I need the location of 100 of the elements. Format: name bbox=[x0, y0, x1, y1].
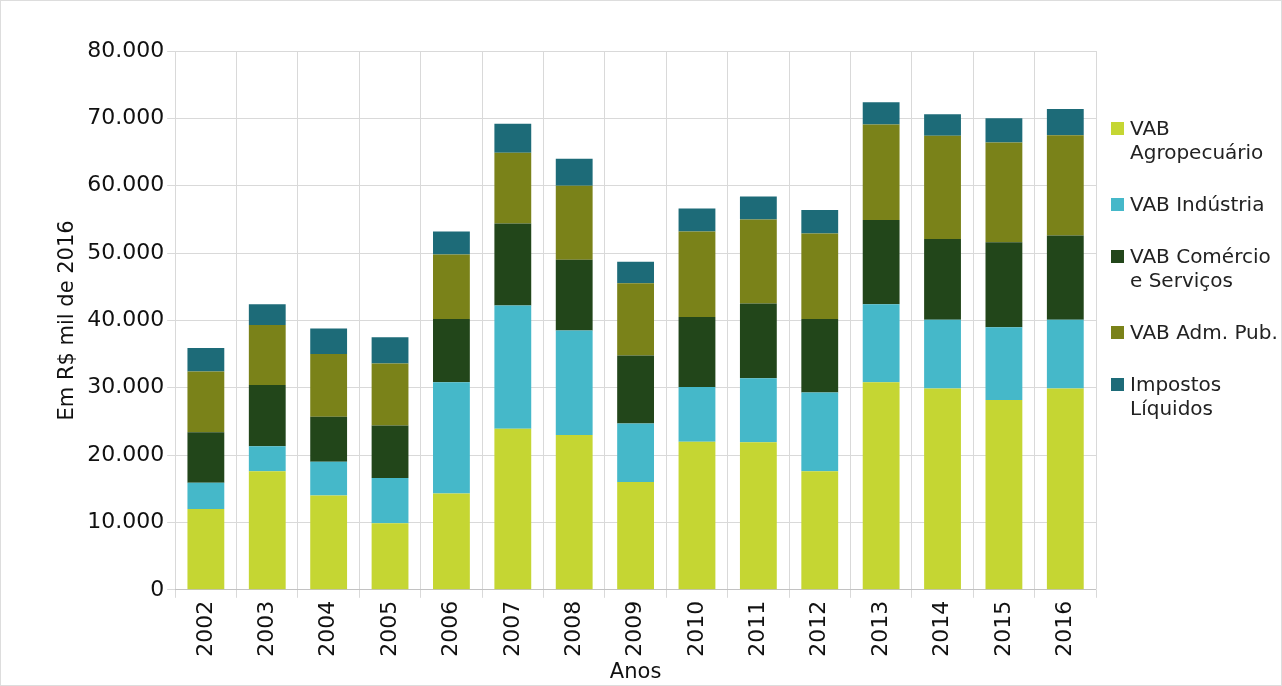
bar bbox=[494, 428, 532, 590]
bar bbox=[924, 238, 961, 320]
bar bbox=[617, 283, 655, 356]
bar bbox=[739, 442, 777, 590]
y-tick-label: 80.000 bbox=[87, 36, 165, 62]
bar bbox=[310, 461, 348, 496]
bar bbox=[187, 508, 225, 590]
bar bbox=[248, 304, 286, 326]
bar bbox=[1046, 235, 1084, 320]
bar bbox=[801, 319, 839, 393]
bar bbox=[248, 446, 286, 472]
x-tick-label: 2011 bbox=[744, 600, 770, 657]
bar bbox=[985, 142, 1023, 243]
bar bbox=[555, 158, 593, 186]
bar bbox=[678, 208, 716, 232]
y-axis-title: Em R$ mil de 2016 bbox=[54, 220, 79, 421]
bar bbox=[433, 382, 470, 494]
bar bbox=[678, 387, 716, 442]
bar bbox=[555, 259, 593, 331]
x-tick-label: 2014 bbox=[928, 600, 954, 657]
bar bbox=[248, 385, 286, 447]
bar bbox=[924, 135, 961, 239]
bar bbox=[739, 303, 777, 379]
x-tick-label: 2007 bbox=[498, 600, 524, 657]
x-tick-label: 2008 bbox=[559, 600, 585, 657]
bar bbox=[862, 220, 900, 305]
bar bbox=[187, 482, 225, 509]
y-tick-label: 70.000 bbox=[87, 104, 165, 130]
bar bbox=[248, 471, 286, 590]
x-tick-label: 2012 bbox=[805, 600, 831, 657]
y-tick-label: 10.000 bbox=[87, 508, 165, 534]
bar bbox=[985, 118, 1023, 143]
bar bbox=[617, 355, 655, 424]
bar bbox=[678, 231, 716, 318]
x-tick-label: 2013 bbox=[866, 600, 892, 657]
bar bbox=[801, 471, 839, 590]
legend-label: VAB Adm. Pub. bbox=[1130, 320, 1278, 344]
bar bbox=[862, 124, 900, 221]
bar bbox=[801, 233, 839, 320]
bar bbox=[985, 242, 1023, 328]
bar bbox=[371, 337, 409, 364]
x-tick-label: 2015 bbox=[989, 600, 1015, 657]
bar bbox=[617, 261, 655, 284]
bar bbox=[985, 399, 1023, 590]
bar bbox=[555, 185, 593, 260]
x-tick-label: 2016 bbox=[1051, 600, 1077, 657]
y-tick-label: 40.000 bbox=[87, 306, 165, 332]
bar bbox=[739, 196, 777, 220]
x-tick-label: 2010 bbox=[682, 600, 708, 657]
bar bbox=[862, 382, 900, 590]
x-tick-label: 2009 bbox=[621, 600, 647, 657]
bar bbox=[617, 482, 655, 590]
x-axis-title: Anos bbox=[609, 658, 662, 683]
bar bbox=[187, 432, 225, 483]
y-tick-label: 20.000 bbox=[87, 440, 165, 466]
bar bbox=[371, 425, 409, 479]
bar bbox=[433, 231, 470, 255]
bar bbox=[1046, 135, 1084, 236]
bar bbox=[371, 478, 409, 524]
x-tick-label: 2002 bbox=[191, 600, 217, 657]
bar bbox=[617, 423, 655, 483]
bar bbox=[862, 304, 900, 383]
y-tick-label: 0 bbox=[150, 575, 165, 601]
bar bbox=[371, 523, 409, 590]
bar bbox=[739, 378, 777, 443]
bar bbox=[433, 319, 470, 383]
bar bbox=[678, 441, 716, 590]
bar bbox=[801, 392, 839, 472]
bar bbox=[494, 123, 532, 153]
bar bbox=[924, 114, 961, 136]
bar bbox=[310, 354, 348, 417]
bar bbox=[1046, 388, 1084, 590]
bar bbox=[248, 325, 286, 386]
x-tick-label: 2003 bbox=[252, 600, 278, 657]
bar bbox=[371, 363, 409, 426]
bar bbox=[494, 152, 532, 224]
bar bbox=[924, 319, 961, 389]
bar bbox=[555, 330, 593, 435]
x-tick-label: 2005 bbox=[375, 600, 401, 657]
bar bbox=[433, 493, 470, 590]
bar bbox=[1046, 108, 1084, 136]
y-tick-label: 30.000 bbox=[87, 373, 165, 399]
bar bbox=[494, 305, 532, 429]
y-tick-label: 50.000 bbox=[87, 238, 165, 264]
bar bbox=[187, 348, 225, 372]
bar bbox=[1046, 319, 1084, 389]
bar bbox=[678, 317, 716, 388]
bar bbox=[985, 327, 1023, 400]
bar bbox=[433, 254, 470, 320]
bar bbox=[924, 388, 961, 590]
legend-label: VAB Comércio e Serviços bbox=[1130, 244, 1272, 292]
legend-label: VAB Indústria bbox=[1130, 192, 1265, 216]
bar bbox=[310, 416, 348, 462]
bar bbox=[494, 223, 532, 306]
bar bbox=[187, 371, 225, 433]
legend-label: Impostos Líquidos bbox=[1130, 372, 1223, 420]
bar bbox=[555, 434, 593, 590]
y-tick-label: 60.000 bbox=[87, 171, 165, 197]
bar bbox=[862, 102, 900, 125]
bar bbox=[310, 495, 348, 590]
